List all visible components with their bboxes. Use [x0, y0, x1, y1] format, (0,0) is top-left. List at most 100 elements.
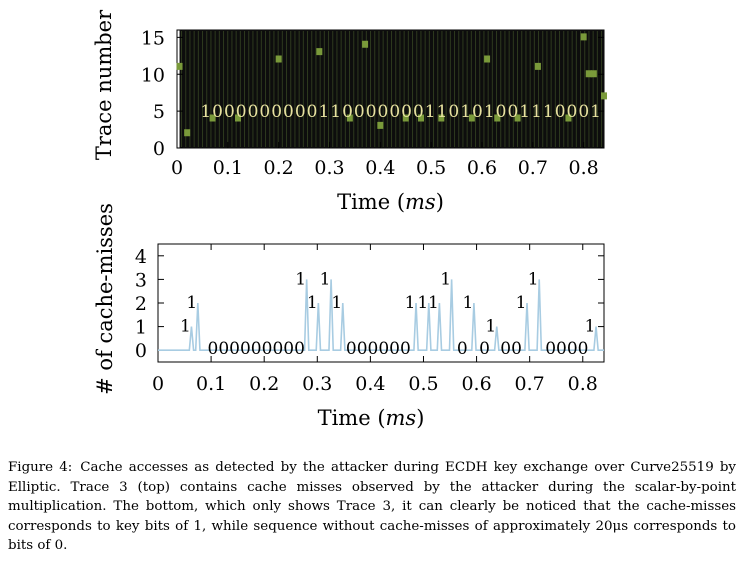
cache-miss-point: [402, 114, 409, 122]
trace-3-bit: 0: [342, 102, 353, 122]
bit-label: 1: [440, 269, 451, 289]
trace-3-bit: 0: [236, 102, 247, 122]
trace-3-bit: 1: [437, 102, 448, 122]
cache-miss-point: [316, 48, 323, 56]
trace-3-bit: 0: [271, 102, 282, 122]
trace-3-bit: 0: [496, 102, 507, 122]
trace-3-bit: 0: [567, 102, 578, 122]
top-x-tick-label: 0.7: [518, 157, 548, 179]
bottom-y-tick-label: 2: [135, 293, 147, 315]
cache-miss-point: [534, 62, 541, 70]
cache-miss-point: [601, 92, 607, 100]
bottom-x-tick-label: 0.1: [196, 373, 226, 395]
bit-label: 1: [585, 317, 596, 337]
bottom-x-tick-label: 0.6: [461, 373, 491, 395]
bottom-y-tick-label: 3: [135, 269, 147, 291]
top-y-tick-label: 15: [141, 27, 165, 49]
trace-3-bit: 1: [543, 102, 554, 122]
top-y-tick-label: 10: [141, 64, 165, 86]
trace-3-bit: 1: [460, 102, 471, 122]
top-x-tick-label: 0.5: [416, 157, 446, 179]
cache-miss-point: [565, 114, 572, 122]
trace-3-bit: 0: [354, 102, 365, 122]
trace-3-bit: 1: [531, 102, 542, 122]
top-x-axis-label: Time (ms): [337, 190, 444, 214]
top-x-tick-label: 0: [171, 157, 183, 179]
trace-3-bit: 0: [401, 102, 412, 122]
bit-label: 1: [186, 293, 197, 313]
cache-miss-point: [585, 70, 592, 78]
bottom-x-tick-label: 0.4: [355, 373, 385, 395]
bit-label: 1: [180, 317, 191, 337]
trace-3-bit: 1: [590, 102, 601, 122]
heatmap-stripes: [181, 31, 603, 147]
cache-miss-point: [209, 114, 216, 122]
trace-3-bit: 1: [330, 102, 341, 122]
top-x-ticks: 0 0.1 0.2 0.3 0.4 0.5 0.6 0.7 0.8: [171, 142, 599, 179]
bottom-y-tick-label: 4: [135, 246, 147, 268]
bit-label: 1: [295, 269, 306, 289]
cache-miss-point: [514, 114, 521, 122]
top-x-tick-label: 0.2: [264, 157, 294, 179]
bottom-x-tick-label: 0.8: [568, 373, 598, 395]
figure-caption: Figure 4: Cache accesses as detected by t…: [8, 458, 736, 556]
bit-label: 0000: [545, 339, 588, 359]
bottom-x-axis-label: Time (ms): [318, 406, 425, 430]
bottom-x-tick-label: 0: [152, 373, 164, 395]
bit-label: 1: [463, 293, 474, 313]
cache-miss-point: [362, 40, 369, 48]
bit-label: 1: [320, 269, 331, 289]
cache-miss-point: [484, 55, 491, 63]
bit-label: 1: [516, 293, 527, 313]
top-x-tick-label: 0.4: [365, 157, 395, 179]
trace-3-bit: 1: [318, 102, 329, 122]
bit-label: 1: [528, 269, 539, 289]
bottom-x-tick-label: 0.7: [515, 373, 545, 395]
trace-3-bit: 0: [283, 102, 294, 122]
caption-label: Figure 4:: [8, 460, 73, 475]
cache-miss-point: [275, 55, 282, 63]
bottom-x-tick-label: 0.5: [408, 373, 438, 395]
cache-miss-point: [438, 114, 445, 122]
bottom-y-tick-label: 0: [135, 340, 147, 362]
bottom-x-tick-label: 0.2: [249, 373, 279, 395]
trace-3-bit: 1: [484, 102, 495, 122]
trace-3-bit: 0: [472, 102, 483, 122]
trace-3-bit: 0: [248, 102, 259, 122]
bit-label: 000000: [346, 339, 411, 359]
bottom-x-ticks: 0 0.1 0.2 0.3 0.4 0.5 0.6 0.7 0.8: [152, 244, 598, 395]
caption-text: Cache accesses as detected by the attack…: [8, 460, 736, 554]
cache-miss-point: [377, 121, 384, 129]
bit-label: 1: [485, 317, 496, 337]
cache-miss-point: [346, 114, 353, 122]
bottom-y-tick-label: 1: [135, 317, 147, 339]
bit-label: 1: [307, 293, 318, 313]
bit-label: 000000000: [208, 339, 305, 359]
bit-label: 1: [417, 293, 428, 313]
bit-label: 1: [331, 293, 342, 313]
bit-label: 1: [405, 293, 416, 313]
trace-3-bit: 0: [295, 102, 306, 122]
cache-miss-point: [184, 129, 191, 137]
trace-3-bit: 0: [259, 102, 270, 122]
cache-miss-point: [580, 33, 587, 41]
cache-miss-point: [235, 114, 241, 122]
trace-3-bit: 0: [448, 102, 459, 122]
trace-3-bit: 1: [425, 102, 436, 122]
bit-label: 0: [457, 339, 468, 359]
trace-3-bit: 0: [224, 102, 235, 122]
bottom-y-axis-label: # of cache-misses: [93, 203, 117, 395]
trace-3-bit: 0: [378, 102, 389, 122]
bottom-x-tick-label: 0.3: [302, 373, 332, 395]
trace-3-bit: 0: [366, 102, 377, 122]
trace-3-bit: 0: [307, 102, 318, 122]
cache-miss-point: [468, 114, 475, 122]
trace-3-bit: 1: [200, 102, 211, 122]
top-y-axis-label: Trace number: [92, 9, 116, 160]
